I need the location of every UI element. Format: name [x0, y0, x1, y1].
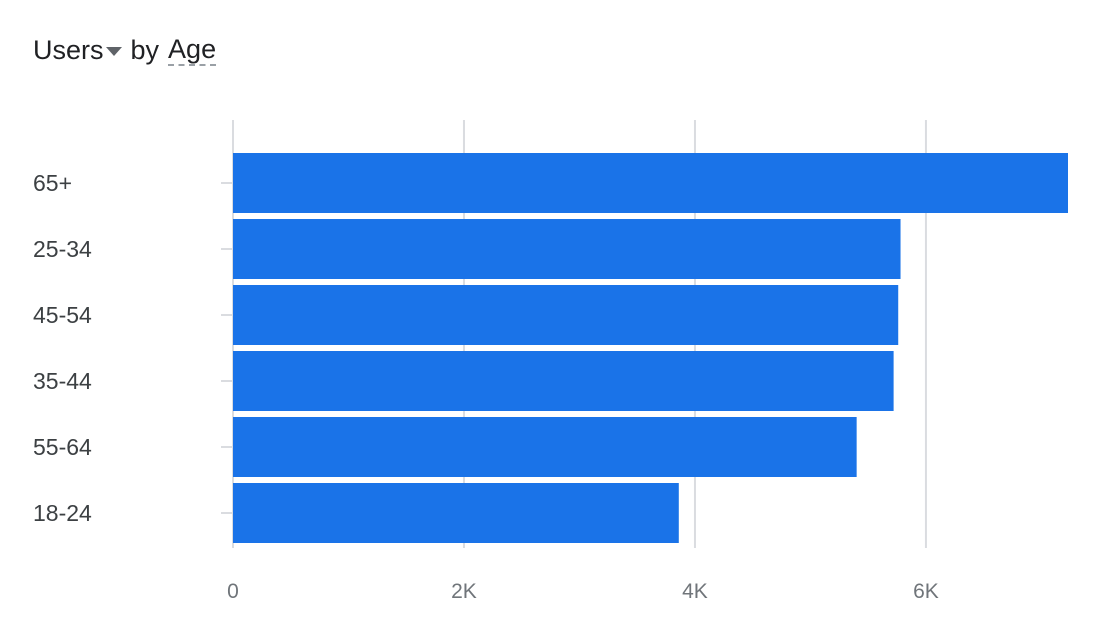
bar[interactable]: [233, 285, 899, 345]
category-label: 65+: [33, 170, 72, 196]
bar[interactable]: [233, 219, 901, 279]
category-labels: 65+ 25-34 45-54 35-44 55-64 18-24: [33, 170, 92, 526]
category-label: 18-24: [33, 500, 92, 526]
x-axis-tick-labels: 0 2K 4K 6K: [227, 580, 939, 603]
metric-selector[interactable]: Users: [33, 35, 122, 66]
category-label: 25-34: [33, 236, 92, 262]
bar[interactable]: [233, 153, 1068, 213]
x-tick-label: 0: [227, 580, 239, 603]
bar[interactable]: [233, 417, 857, 477]
dimension-selector[interactable]: Age: [168, 34, 217, 66]
category-label: 45-54: [33, 302, 92, 328]
x-tick-label: 2K: [451, 580, 477, 603]
chart-header: Users by Age: [33, 30, 217, 70]
category-label: 55-64: [33, 434, 92, 460]
dropdown-caret-icon[interactable]: [105, 47, 122, 56]
by-label: by: [130, 34, 160, 65]
x-tick-label: 6K: [913, 580, 939, 603]
bars: [233, 153, 1068, 543]
x-tick-label: 4K: [682, 580, 708, 603]
bar[interactable]: [233, 483, 679, 543]
metric-label[interactable]: Users: [33, 34, 104, 65]
bar[interactable]: [233, 351, 894, 411]
category-label: 35-44: [33, 368, 92, 394]
